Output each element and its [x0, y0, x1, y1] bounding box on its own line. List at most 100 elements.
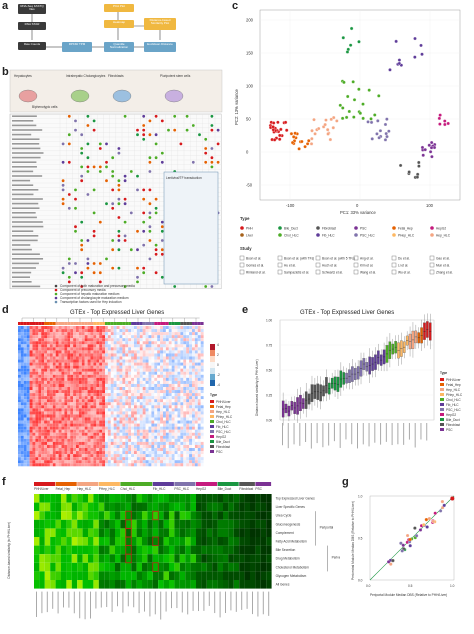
heatmap-cell — [84, 414, 88, 418]
row-label-placeholder — [12, 235, 39, 237]
heatmap-cell — [87, 405, 91, 409]
heatmap-cell — [44, 463, 47, 467]
heatmap-cell — [131, 377, 134, 381]
heatmap-cell — [194, 390, 198, 394]
table-dot — [67, 142, 71, 146]
heatmap-cell — [136, 454, 140, 458]
heatmap-cell — [183, 444, 187, 448]
panel-b-label: b — [2, 66, 9, 78]
heatmap-cell — [96, 344, 100, 348]
module-cell — [39, 528, 45, 537]
scatter-point — [405, 533, 410, 538]
heatmap-cell — [23, 374, 27, 378]
heatmap-cell — [76, 444, 79, 448]
table-dot — [61, 188, 65, 192]
heatmap-cell — [125, 338, 129, 342]
heatmap-cell — [122, 432, 126, 436]
pca-point — [291, 135, 296, 139]
heatmap-cell — [139, 338, 143, 342]
module-cell — [131, 528, 137, 537]
heatmap-cell — [84, 350, 88, 354]
module-cell — [260, 502, 267, 512]
heatmap-cell — [186, 463, 190, 467]
heatmap-cell — [20, 353, 24, 357]
type-legend-marker — [354, 226, 358, 230]
heatmap-cell — [125, 411, 129, 415]
heatmap-cell — [55, 444, 59, 448]
module-cell — [201, 545, 207, 555]
heatmap-cell — [180, 414, 184, 418]
heatmap-cell — [105, 423, 108, 427]
heatmap-cell — [168, 454, 172, 458]
heatmap-cell — [125, 353, 129, 357]
heatmap-cell — [35, 417, 39, 421]
heatmap-cell — [93, 408, 97, 412]
heatmap-cell — [134, 350, 137, 354]
table-dot — [74, 225, 77, 229]
heatmap-cell — [139, 380, 143, 384]
table-dot — [86, 170, 90, 173]
module-cell — [163, 554, 169, 563]
heatmap-cell — [157, 368, 161, 372]
heatmap-cell — [64, 411, 68, 415]
heatmap-cell — [128, 371, 132, 375]
sample-group-bar — [87, 322, 91, 325]
heatmap-cell — [76, 356, 79, 360]
module-cell — [163, 511, 169, 520]
heatmap-cell — [189, 414, 192, 418]
heatmap-cell — [122, 420, 126, 424]
heatmap-cell — [197, 362, 201, 366]
heatmap-cell — [23, 463, 27, 467]
x-tick-label-placeholder — [214, 591, 216, 614]
heatmap-cell — [110, 435, 114, 439]
heatmap-cell — [20, 444, 24, 448]
heatmap-cell — [70, 341, 74, 345]
sample-group-bar — [131, 322, 134, 325]
heatmap-cell — [18, 353, 21, 357]
module-cell — [66, 562, 72, 572]
heatmap-cell — [81, 444, 85, 448]
heatmap-cell — [90, 429, 94, 433]
module-cell — [115, 580, 121, 589]
sample-group-bar — [194, 322, 198, 325]
heatmap-cell — [197, 338, 201, 342]
heatmap-cell — [70, 380, 74, 384]
heatmap-cell — [93, 390, 97, 394]
heatmap-cell — [171, 463, 175, 467]
heatmap-cell — [189, 353, 192, 357]
heatmap-cell — [38, 365, 42, 369]
module-cell — [223, 502, 229, 512]
heatmap-cell — [131, 365, 134, 369]
heatmap-cell — [90, 457, 94, 461]
heatmap-cell — [148, 377, 152, 381]
heatmap-cell — [52, 353, 56, 357]
study-legend-text: Hu et al. — [284, 264, 296, 268]
heatmap-cell — [122, 335, 126, 339]
heatmap-cell — [47, 341, 50, 345]
heatmap-cell — [41, 344, 45, 348]
module-cell — [115, 537, 121, 546]
heatmap-cell — [131, 432, 134, 436]
module-cell — [50, 554, 56, 563]
heatmap-cell — [177, 423, 181, 427]
heatmap-cell — [180, 390, 184, 394]
module-cell — [77, 494, 83, 503]
module-cell — [244, 528, 250, 537]
heatmap-cell — [194, 380, 198, 384]
heatmap-cell — [73, 387, 76, 391]
module-cell — [212, 519, 218, 529]
heatmap-cell — [44, 383, 47, 387]
heatmap-cell — [200, 441, 204, 445]
group-color-bar — [98, 482, 120, 486]
heatmap-cell — [52, 329, 56, 333]
heatmap-cell — [87, 402, 91, 406]
scale-tick-label: -2 — [217, 373, 220, 377]
heatmap-cell — [47, 329, 50, 333]
heatmap-cell — [186, 432, 190, 436]
heatmap-cell — [93, 399, 97, 403]
table-dot — [86, 266, 90, 270]
type-legend-swatch — [440, 423, 444, 426]
module-cell — [206, 554, 213, 563]
heatmap-cell — [102, 365, 105, 369]
heatmap-cell — [44, 380, 47, 384]
